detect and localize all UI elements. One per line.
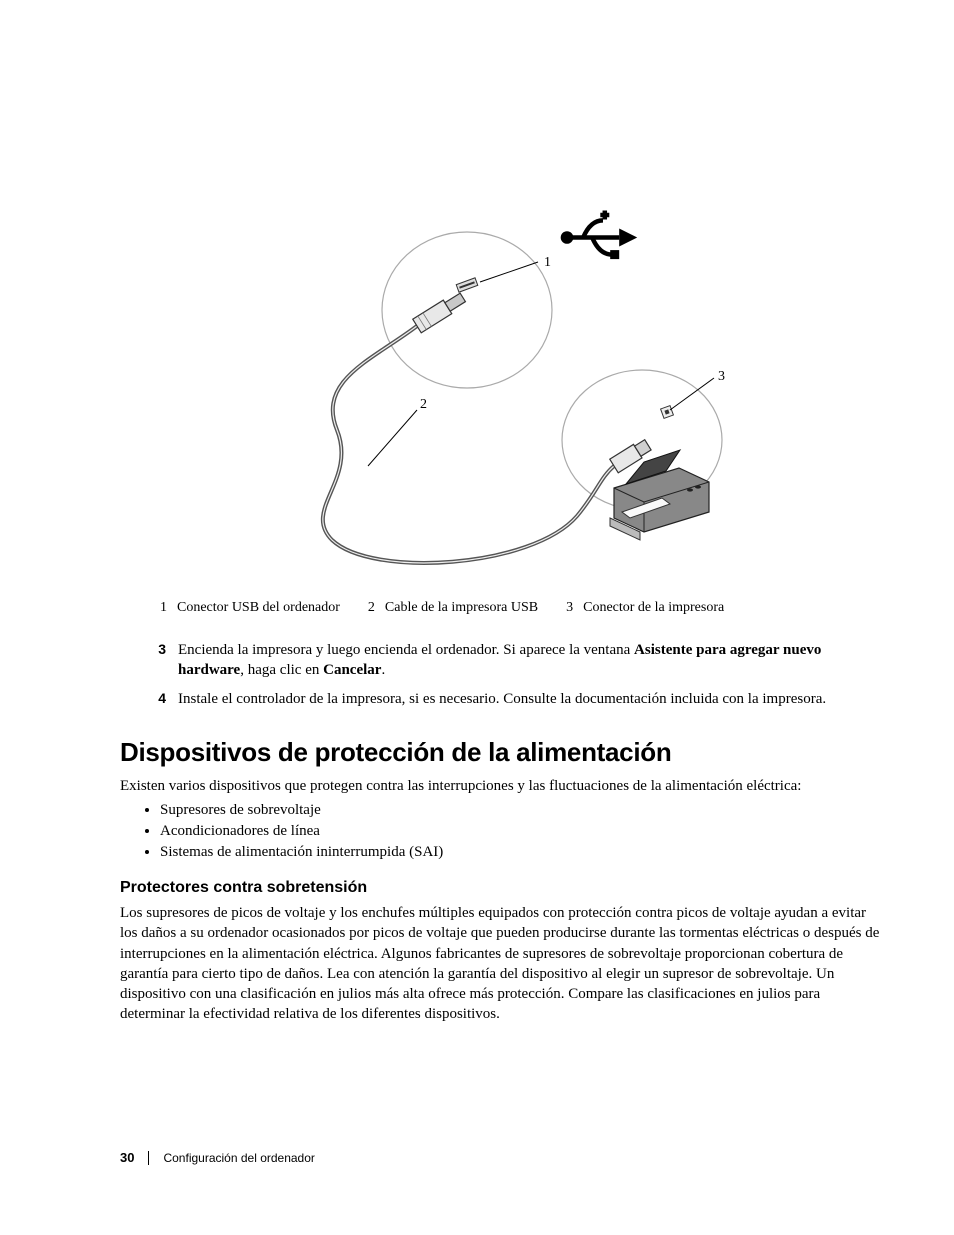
step-number: 4 [148,689,166,709]
step-row: 3 Encienda la impresora y luego encienda … [120,640,884,681]
subsection-body: Los supresores de picos de voltaje y los… [120,903,884,1025]
step-body: Instale el controlador de la impresora, … [178,689,884,709]
caption-num: 3 [566,600,573,616]
bullet-list: Supresores de sobrevoltaje Acondicionado… [160,802,884,861]
list-item: Acondicionadores de línea [160,823,884,840]
caption-1: 1 Conector USB del ordenador [160,600,340,616]
subsection-heading: Protectores contra sobretensión [120,879,884,897]
caption-num: 2 [368,600,375,616]
list-item: Supresores de sobrevoltaje [160,802,884,819]
usb-cable [323,326,614,563]
page-footer: 30 Configuración del ordenador [120,1150,315,1165]
caption-text: Conector USB del ordenador [177,600,340,616]
caption-num: 1 [160,600,167,616]
page-number: 30 [120,1150,134,1165]
computer-ellipse [382,232,552,388]
callout-label-2: 2 [420,397,427,412]
step-number: 3 [148,640,166,681]
section-intro: Existen varios dispositivos que protegen… [120,776,884,796]
caption-text: Conector de la impresora [583,600,724,616]
caption-2: 2 Cable de la impresora USB [368,600,538,616]
ordered-steps: 3 Encienda la impresora y luego encienda … [120,640,884,709]
caption-3: 3 Conector de la impresora [566,600,724,616]
step-row: 4 Instale el controlador de la impresora,… [120,689,884,709]
document-page: 1 2 3 1 Conector USB del ordenador 2 Cab… [0,0,954,1235]
callout-label-1: 1 [544,255,551,270]
chapter-title: Configuración del ordenador [163,1151,314,1165]
diagram-captions: 1 Conector USB del ordenador 2 Cable de … [160,600,884,616]
footer-divider [148,1151,149,1165]
callout-label-3: 3 [718,369,725,384]
list-item: Sistemas de alimentación ininterrumpida … [160,844,884,861]
section-heading: Dispositivos de protección de la aliment… [120,737,884,768]
caption-text: Cable de la impresora USB [385,600,538,616]
usb-diagram: 1 2 3 [222,210,782,580]
step-body: Encienda la impresora y luego encienda e… [178,640,884,681]
diagram-svg: 1 2 3 [222,210,782,580]
usb-icon [561,211,638,260]
